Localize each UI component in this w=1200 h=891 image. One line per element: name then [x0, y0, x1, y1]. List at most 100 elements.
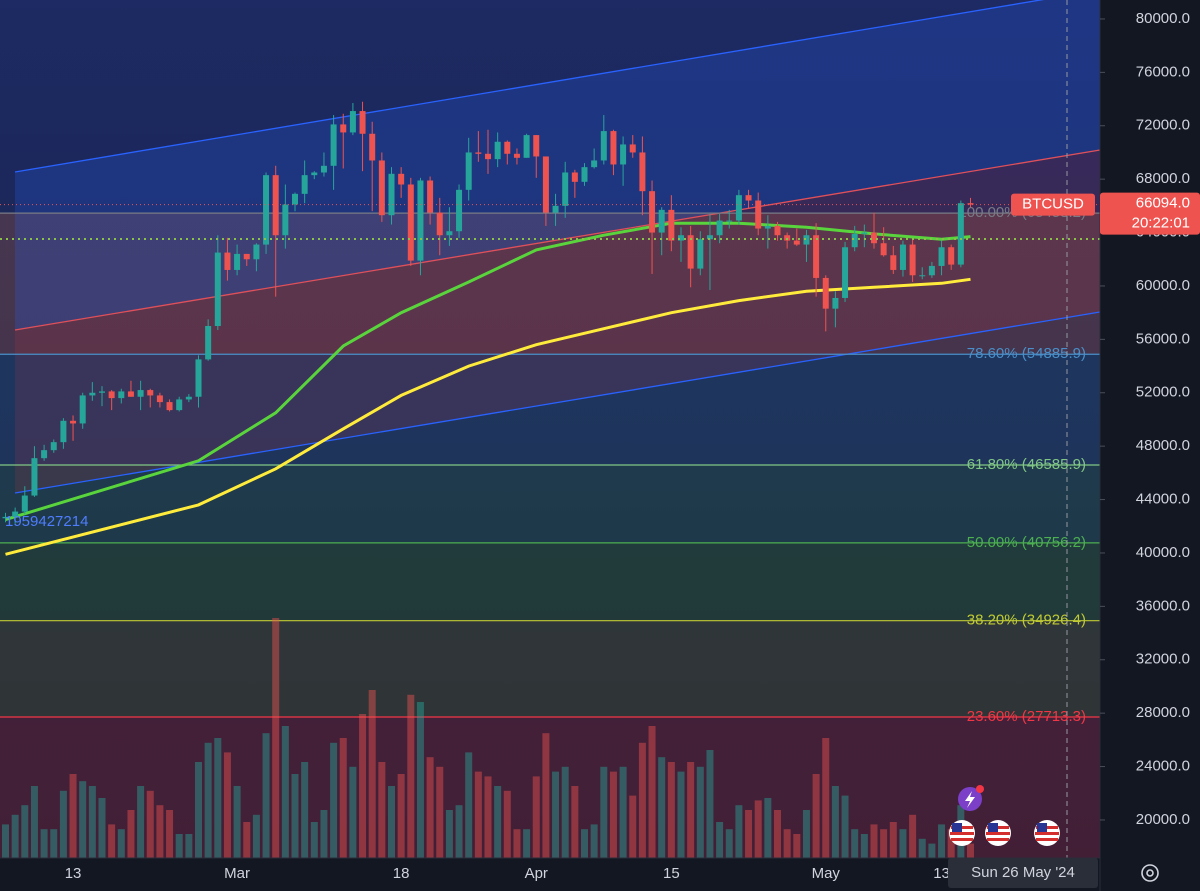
candle-body: [552, 205, 559, 213]
candle-body: [176, 399, 183, 411]
y-tick-label: 20000.0: [1136, 811, 1190, 828]
volume-bar: [69, 774, 77, 858]
candle-body: [928, 265, 935, 276]
volume-bar: [870, 824, 878, 858]
fib-label: 50.00% (40756.2): [967, 534, 1086, 551]
volume-bar: [735, 805, 743, 858]
candle-body: [21, 495, 28, 512]
candle-body: [909, 244, 916, 276]
candle-body: [629, 144, 636, 153]
volume-bar: [667, 762, 675, 858]
candle-body: [880, 243, 887, 256]
candle-body: [89, 392, 96, 396]
volume-bar: [223, 752, 231, 858]
candle-body: [118, 391, 125, 399]
annotation: 1959427214: [5, 513, 88, 530]
candle-body: [272, 175, 279, 236]
volume-bar: [687, 762, 695, 858]
flag-icon[interactable]: [985, 820, 1011, 846]
volume-bar: [532, 776, 540, 858]
candle-body: [41, 450, 48, 459]
candle-body: [697, 239, 704, 269]
volume-bar: [243, 822, 251, 858]
candle-body: [330, 124, 337, 166]
candle-body: [253, 244, 260, 260]
candle-body: [678, 235, 684, 241]
fib-label: 23.60% (27713.3): [967, 708, 1086, 725]
volume-bar: [793, 834, 801, 858]
candle-body: [243, 253, 250, 260]
volume-bar: [967, 843, 974, 858]
y-tick-label: 40000.0: [1136, 544, 1190, 561]
candle-body: [822, 277, 829, 309]
x-tick-label: 18: [393, 865, 410, 882]
volume-bar: [281, 726, 289, 858]
volume-bar: [108, 824, 116, 858]
volume-bar: [204, 742, 212, 858]
candle-body: [668, 209, 675, 241]
volume-bar: [272, 618, 280, 858]
candle-body: [504, 141, 511, 154]
candle-body: [513, 153, 520, 158]
candle-body: [639, 152, 646, 192]
lightning-glyph: [965, 791, 975, 808]
volume-bar: [320, 810, 328, 858]
y-tick-label: 36000.0: [1136, 597, 1190, 614]
countdown: 20:22:01: [1132, 215, 1190, 232]
volume-bar: [388, 786, 395, 858]
fib-label: 61.80% (46585.9): [967, 456, 1086, 473]
volume-bar: [648, 726, 656, 858]
volume-bar: [474, 771, 482, 858]
volume-bar: [21, 805, 29, 858]
volume-bar: [947, 829, 955, 858]
candle-body: [523, 135, 530, 158]
volume-bar: [214, 738, 222, 858]
fib-label: 38.20% (34926.4): [967, 612, 1086, 629]
candle-body: [79, 395, 86, 424]
last-price: 66094.0: [1136, 195, 1190, 212]
volume-bar: [831, 786, 839, 858]
y-tick-label: 72000.0: [1136, 117, 1190, 134]
candle-body: [793, 240, 800, 245]
candle-body: [851, 233, 858, 248]
candle-body: [108, 391, 115, 399]
settings-button[interactable]: [1141, 864, 1159, 882]
volume-bar: [774, 810, 781, 858]
candle-body: [31, 458, 38, 496]
flag-icon[interactable]: [1034, 820, 1060, 846]
candle-body: [890, 255, 897, 270]
candle-body: [214, 252, 221, 327]
volume-bar: [349, 766, 357, 858]
candle-body: [417, 180, 424, 261]
candle-body: [60, 420, 67, 443]
volume-bar: [455, 805, 463, 858]
volume-bar: [706, 750, 714, 858]
candle-body: [803, 235, 810, 245]
volume-bar: [137, 786, 145, 858]
volume-bar: [841, 795, 849, 858]
volume-bar: [909, 814, 917, 858]
volume-bar: [40, 829, 48, 858]
symbol-tag-box: [1011, 193, 1095, 216]
flag-icon[interactable]: [949, 820, 975, 846]
y-tick-label: 48000.0: [1136, 437, 1190, 454]
volume-bar: [79, 781, 87, 858]
volume-bar: [629, 795, 637, 858]
volume-bar: [725, 829, 733, 858]
candle-body: [957, 203, 964, 265]
volume-bar: [494, 786, 502, 858]
volume-bar: [889, 822, 897, 858]
volume-bar: [301, 762, 309, 858]
axis-labels: 20000.0 24000.0 28000.0 32000.0 36000.0 40000…: [65, 10, 1200, 888]
volume-bar: [745, 810, 753, 858]
volume-bar: [146, 790, 154, 858]
volume-bar: [185, 834, 193, 858]
price-tag-box: [1100, 192, 1200, 235]
volume-bar: [754, 800, 762, 858]
volume-bar: [590, 824, 598, 858]
candle-body: [349, 111, 356, 133]
volume-bar: [552, 771, 560, 858]
volume-bar: [98, 798, 106, 858]
y-tick-label: 56000.0: [1136, 330, 1190, 347]
volume-bar: [30, 786, 38, 858]
